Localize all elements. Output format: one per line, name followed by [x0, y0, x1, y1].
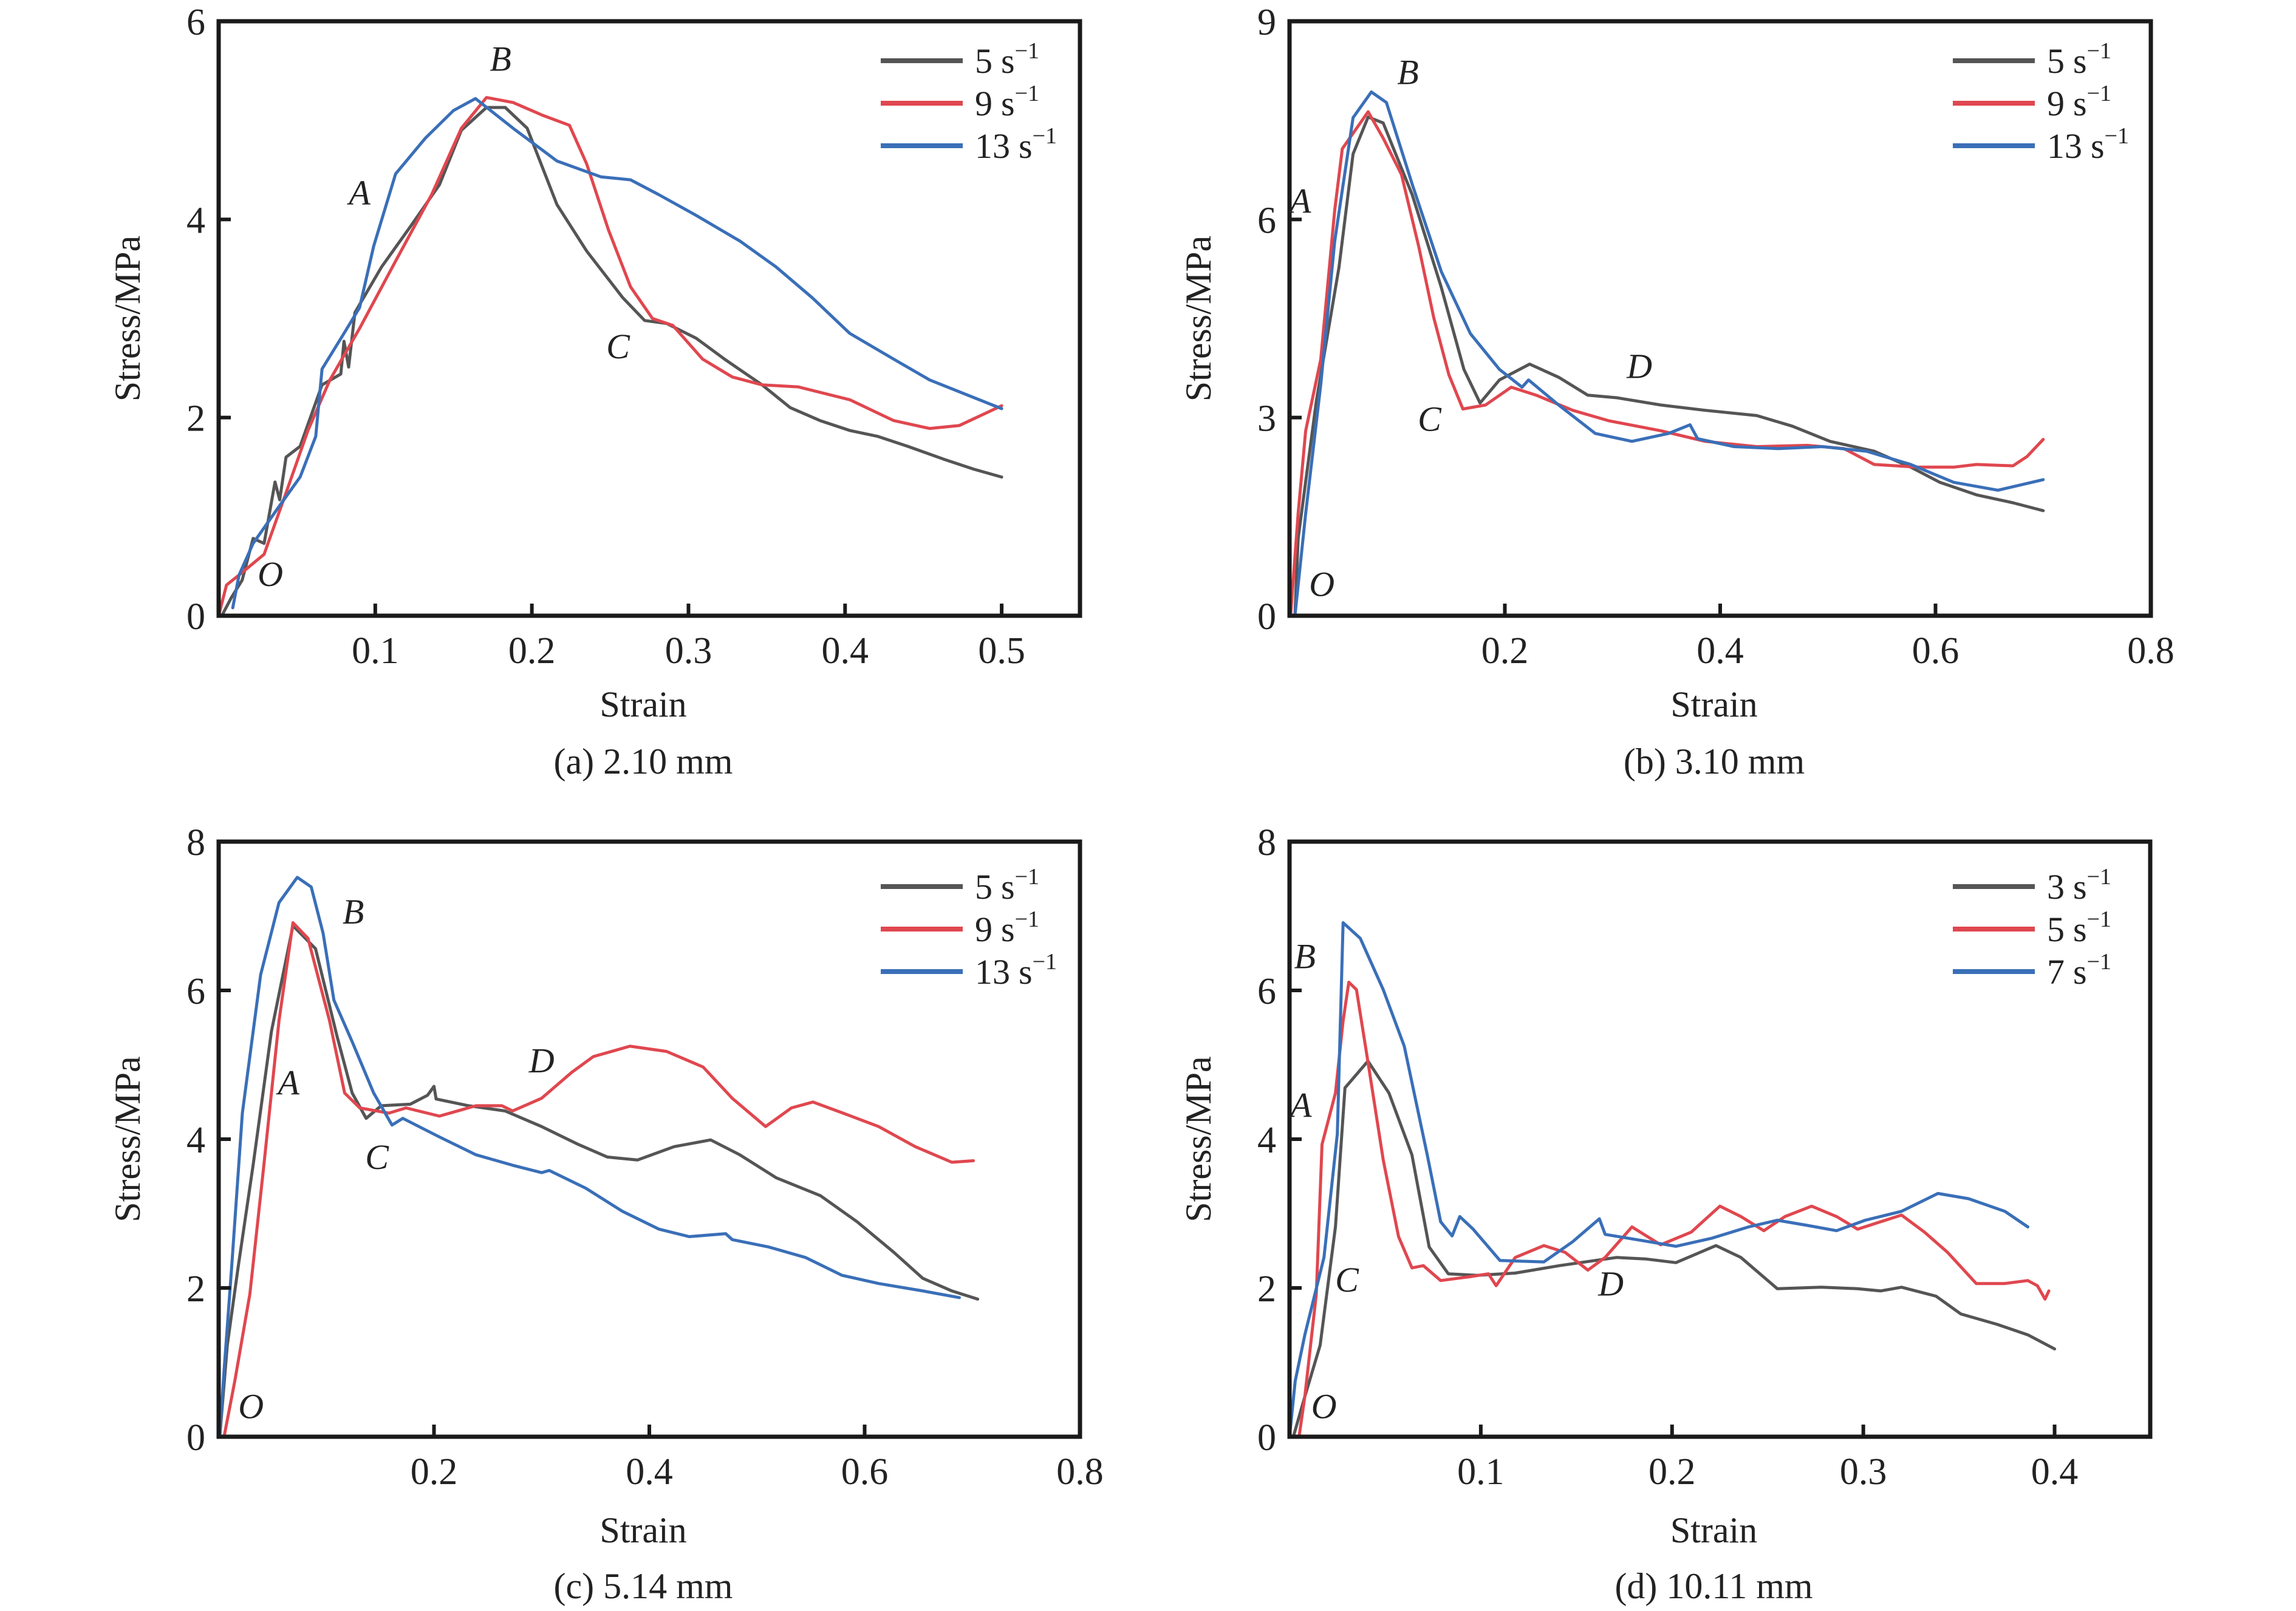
point-label-O: O [238, 1386, 264, 1426]
x-axis-label: Strain [600, 1510, 686, 1550]
y-axis-label: Stress/MPa [108, 236, 148, 401]
y-tick-label: 3 [1257, 398, 1276, 440]
plot-frame [216, 19, 1082, 618]
series-line-13-per-s [1293, 90, 2045, 618]
x-tick-label: 0.2 [1649, 1451, 1696, 1493]
panel-a: 0.1 0.2 0.3 0.4 0.5 0 2 4 6 Stress/MPa Strain (a) 2… [108, 2, 1082, 782]
point-label-A: A [275, 1063, 299, 1103]
y-tick-label: 4 [186, 1120, 205, 1161]
panel-caption: (c) 5.14 mm [554, 1566, 733, 1606]
y-tick-label: 2 [1257, 1269, 1276, 1310]
y-tick-label: 0 [186, 596, 205, 638]
point-label-D: D [1597, 1264, 1624, 1303]
point-label-O: O [1311, 1386, 1337, 1426]
series-line-7-per-s [1288, 921, 2029, 1439]
panel-b: 0.2 0.4 0.6 0.8 0 3 6 9 Stress/MPa Strain (b) 3.10… [1178, 2, 2175, 782]
x-tick-label: 0.2 [508, 630, 556, 672]
x-tick-label: 0.2 [1481, 630, 1529, 672]
legend-label: 13 s−1 [2047, 123, 2129, 166]
legend-label: 13 s−1 [975, 949, 1057, 992]
point-label-D: D [1626, 346, 1652, 386]
x-tick-label: 0.8 [2127, 630, 2175, 672]
legend: 5 s−19 s−113 s−1 [1953, 38, 2129, 166]
series-line-13-per-s [218, 876, 961, 1439]
x-tick-label: 0.6 [841, 1451, 889, 1493]
point-label-B: B [1294, 936, 1315, 976]
panel-caption: (b) 3.10 mm [1624, 741, 1805, 782]
panel-c: 0.2 0.4 0.6 0.8 0 2 4 6 8 Stress/MPa Strain (c) 5.1… [108, 822, 1104, 1606]
y-axis-label: Stress/MPa [1178, 1056, 1218, 1222]
point-label-C: C [365, 1137, 389, 1177]
x-tick-label: 0.8 [1056, 1451, 1104, 1493]
y-tick-label: 6 [186, 2, 205, 43]
x-tick-label: 0.6 [1912, 630, 1959, 672]
x-axis-label: Strain [600, 684, 686, 724]
x-tick-label: 0.3 [665, 630, 712, 672]
legend-label: 7 s−1 [2047, 949, 2111, 992]
point-label-A: A [346, 173, 371, 213]
point-label-C: C [606, 327, 630, 366]
y-tick-label: 0 [1257, 596, 1276, 638]
series-line-5-per-s [1297, 981, 2051, 1439]
point-label-B: B [343, 892, 364, 932]
legend-label: 5 s−1 [2047, 907, 2111, 949]
series-line-3-per-s [1291, 1059, 2057, 1439]
panel-caption: (d) 10.11 mm [1614, 1566, 1813, 1606]
x-tick-label: 0.1 [1457, 1451, 1505, 1493]
y-tick-label: 6 [186, 971, 205, 1012]
x-tick-label: 0.4 [1696, 630, 1744, 672]
y-tick-label: 9 [1257, 2, 1276, 43]
x-tick-label: 0.2 [411, 1451, 458, 1493]
y-tick-label: 4 [186, 200, 205, 241]
x-tick-label: 0.3 [1840, 1451, 1887, 1493]
y-tick-label: 8 [186, 822, 205, 863]
legend: 5 s−19 s−113 s−1 [881, 864, 1057, 992]
x-tick-label: 0.1 [352, 630, 399, 672]
y-tick-label: 2 [186, 1269, 205, 1310]
point-label-C: C [1418, 399, 1442, 438]
legend-label: 5 s−1 [975, 38, 1039, 81]
panel-caption: (a) 2.10 mm [554, 741, 733, 782]
series-line-9-per-s [217, 96, 1003, 618]
point-label-B: B [490, 39, 511, 79]
legend-label: 5 s−1 [975, 864, 1039, 907]
x-axis-label: Strain [1670, 684, 1757, 724]
legend-label: 3 s−1 [2047, 864, 2111, 907]
y-tick-label: 0 [186, 1417, 205, 1459]
y-tick-label: 2 [186, 398, 205, 440]
series-line-13-per-s [231, 97, 1003, 610]
x-tick-label: 0.4 [822, 630, 869, 672]
x-tick-label: 0.4 [2031, 1451, 2079, 1493]
legend-label: 9 s−1 [975, 907, 1039, 949]
legend-label: 9 s−1 [2047, 81, 2111, 123]
x-tick-label: 0.5 [978, 630, 1025, 672]
point-label-B: B [1397, 52, 1418, 92]
x-tick-label: 0.4 [626, 1451, 673, 1493]
y-axis-label: Stress/MPa [1178, 236, 1218, 401]
y-tick-label: 6 [1257, 971, 1276, 1012]
point-label-O: O [1309, 564, 1334, 604]
point-label-A: A [1287, 181, 1311, 220]
legend-label: 9 s−1 [975, 81, 1039, 123]
y-tick-label: 8 [1257, 822, 1276, 863]
legend: 3 s−15 s−17 s−1 [1953, 864, 2111, 992]
legend: 5 s−19 s−113 s−1 [881, 38, 1057, 166]
x-axis-label: Strain [1670, 1510, 1757, 1550]
legend-label: 13 s−1 [975, 123, 1057, 166]
legend-label: 5 s−1 [2047, 38, 2111, 81]
point-label-D: D [528, 1041, 555, 1080]
y-axis-label: Stress/MPa [108, 1056, 148, 1222]
y-tick-label: 4 [1257, 1120, 1276, 1161]
y-tick-label: 6 [1257, 200, 1276, 241]
point-label-A: A [1288, 1085, 1312, 1125]
point-label-O: O [258, 554, 283, 594]
series-line-9-per-s [1289, 110, 2045, 618]
panel-d: 0.1 0.2 0.3 0.4 0 2 4 6 8 Stress/MPa Strain (d) 10.… [1178, 822, 2153, 1606]
point-label-C: C [1335, 1260, 1359, 1299]
series-line-9-per-s [222, 921, 975, 1439]
y-tick-label: 0 [1257, 1417, 1276, 1459]
